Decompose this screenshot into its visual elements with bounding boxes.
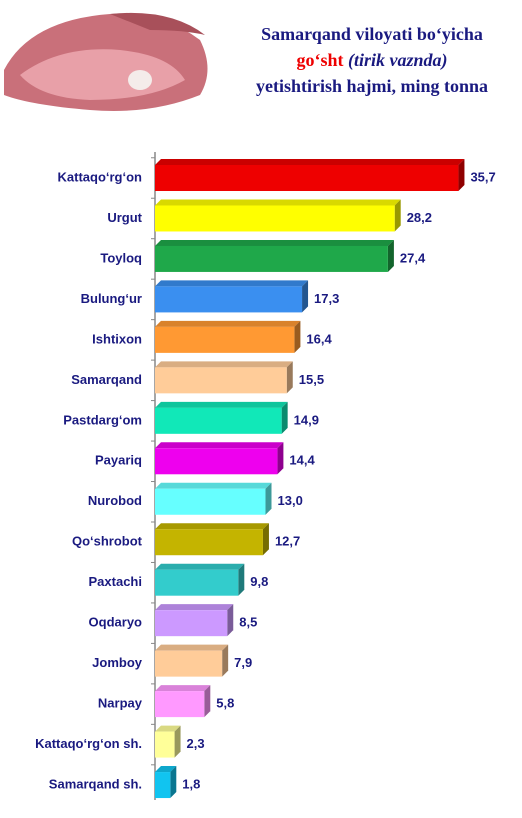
value-label: 1,8 <box>182 776 200 791</box>
value-label: 12,7 <box>275 534 300 549</box>
value-label: 17,3 <box>314 291 339 306</box>
meat-illustration <box>4 12 208 111</box>
category-label: Paxtachi <box>89 574 142 589</box>
bar-side <box>394 199 401 232</box>
title-line: Samarqand viloyati bo‘yicha <box>261 24 483 44</box>
bar-top <box>155 239 394 246</box>
title-line: go‘sht (tirik vaznda) <box>296 50 447 71</box>
bar <box>155 367 287 394</box>
category-label: Jomboy <box>92 655 143 670</box>
bar-top <box>155 442 284 449</box>
category-label: Bulung‘ur <box>81 291 142 306</box>
value-label: 5,8 <box>216 696 234 711</box>
bar-side <box>204 685 211 718</box>
bar-top <box>155 644 229 651</box>
category-label: Urgut <box>107 210 142 225</box>
bar <box>155 691 205 718</box>
bar-side <box>387 239 394 272</box>
value-label: 27,4 <box>400 250 426 265</box>
bar-top <box>155 401 288 408</box>
bar-top <box>155 159 465 165</box>
bar-top <box>155 685 211 692</box>
category-label: Nurobod <box>88 493 142 508</box>
category-label: Qo‘shrobot <box>72 534 143 549</box>
bar-top <box>155 482 272 489</box>
category-label: Payariq <box>95 453 142 468</box>
bar <box>155 529 263 556</box>
bar <box>155 731 175 758</box>
bar-side <box>294 320 301 353</box>
bar <box>155 286 303 313</box>
bar <box>155 165 459 191</box>
title-highlight: go‘sht <box>296 50 343 70</box>
category-label: Kattaqo‘rg‘on <box>58 169 143 184</box>
bar-side <box>227 604 234 637</box>
bar <box>155 772 171 799</box>
bar-side <box>170 766 177 799</box>
category-label: Ishtixon <box>92 331 142 346</box>
bar <box>155 650 223 677</box>
bar-side <box>265 482 272 515</box>
bar-top <box>155 199 401 206</box>
bar-side <box>174 725 181 758</box>
bar-top <box>155 523 269 530</box>
bar-top <box>155 604 234 611</box>
value-label: 14,9 <box>294 412 319 427</box>
bar-top <box>155 725 181 732</box>
value-label: 28,2 <box>407 210 432 225</box>
bar-side <box>238 563 245 596</box>
value-label: 9,8 <box>250 574 268 589</box>
bar-top <box>155 563 245 570</box>
category-label: Oqdaryo <box>89 615 143 630</box>
bar-side <box>302 280 309 313</box>
category-label: Samarqand <box>71 372 142 387</box>
bar <box>155 610 228 637</box>
category-label: Kattaqo‘rg‘on sh. <box>35 736 142 751</box>
bar-side <box>277 442 284 475</box>
bar-top <box>155 766 177 773</box>
bar-top <box>155 280 309 287</box>
value-label: 35,7 <box>470 169 495 184</box>
value-label: 13,0 <box>278 493 303 508</box>
bar <box>155 407 282 434</box>
bar-side <box>286 361 293 394</box>
value-label: 14,4 <box>289 453 315 468</box>
bar-side <box>281 401 288 434</box>
title-note: (tirik vaznda) <box>348 50 448 71</box>
bar <box>155 205 395 232</box>
bar <box>155 448 278 475</box>
category-label: Pastdarg‘om <box>63 412 142 427</box>
bar-side <box>222 644 229 677</box>
bar <box>155 245 388 272</box>
bar <box>155 569 239 596</box>
bar-side <box>458 159 465 191</box>
bar <box>155 488 266 515</box>
value-label: 2,3 <box>187 736 205 751</box>
bar <box>155 326 295 353</box>
bar-top <box>155 361 293 368</box>
category-label: Samarqand sh. <box>49 776 142 791</box>
title-line: yetishtirish hajmi, ming tonna <box>256 76 488 96</box>
bar-side <box>262 523 269 556</box>
value-label: 16,4 <box>306 331 332 346</box>
bar-top <box>155 320 301 327</box>
value-label: 8,5 <box>239 615 257 630</box>
category-label: Narpay <box>98 696 143 711</box>
category-label: Toyloq <box>100 250 142 265</box>
value-label: 15,5 <box>299 372 324 387</box>
value-label: 7,9 <box>234 655 252 670</box>
